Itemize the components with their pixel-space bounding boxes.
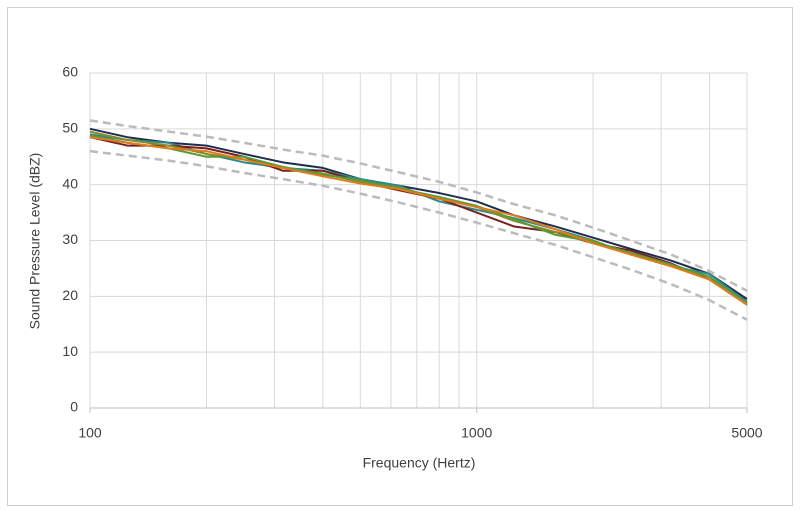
y-tick-label: 0 xyxy=(70,399,78,415)
y-tick-label: 60 xyxy=(62,64,78,80)
series-line xyxy=(89,136,748,306)
series-line xyxy=(89,127,748,300)
bound-line xyxy=(89,119,748,292)
y-tick-label: 10 xyxy=(62,343,78,359)
bound-line xyxy=(89,149,748,321)
y-axis-label: Sound Pressure Level (dBZ) xyxy=(27,153,43,330)
y-tick-label: 30 xyxy=(62,231,78,247)
x-axis-label: Frequency (Hertz) xyxy=(363,455,476,471)
x-tick-label: 5000 xyxy=(731,425,762,441)
series-line xyxy=(89,134,748,304)
y-tick-label: 40 xyxy=(62,175,78,191)
y-tick-label: 20 xyxy=(62,287,78,303)
y-tick-label: 50 xyxy=(62,120,78,136)
x-tick-label: 1000 xyxy=(461,425,492,441)
x-tick-label: 100 xyxy=(78,425,102,441)
